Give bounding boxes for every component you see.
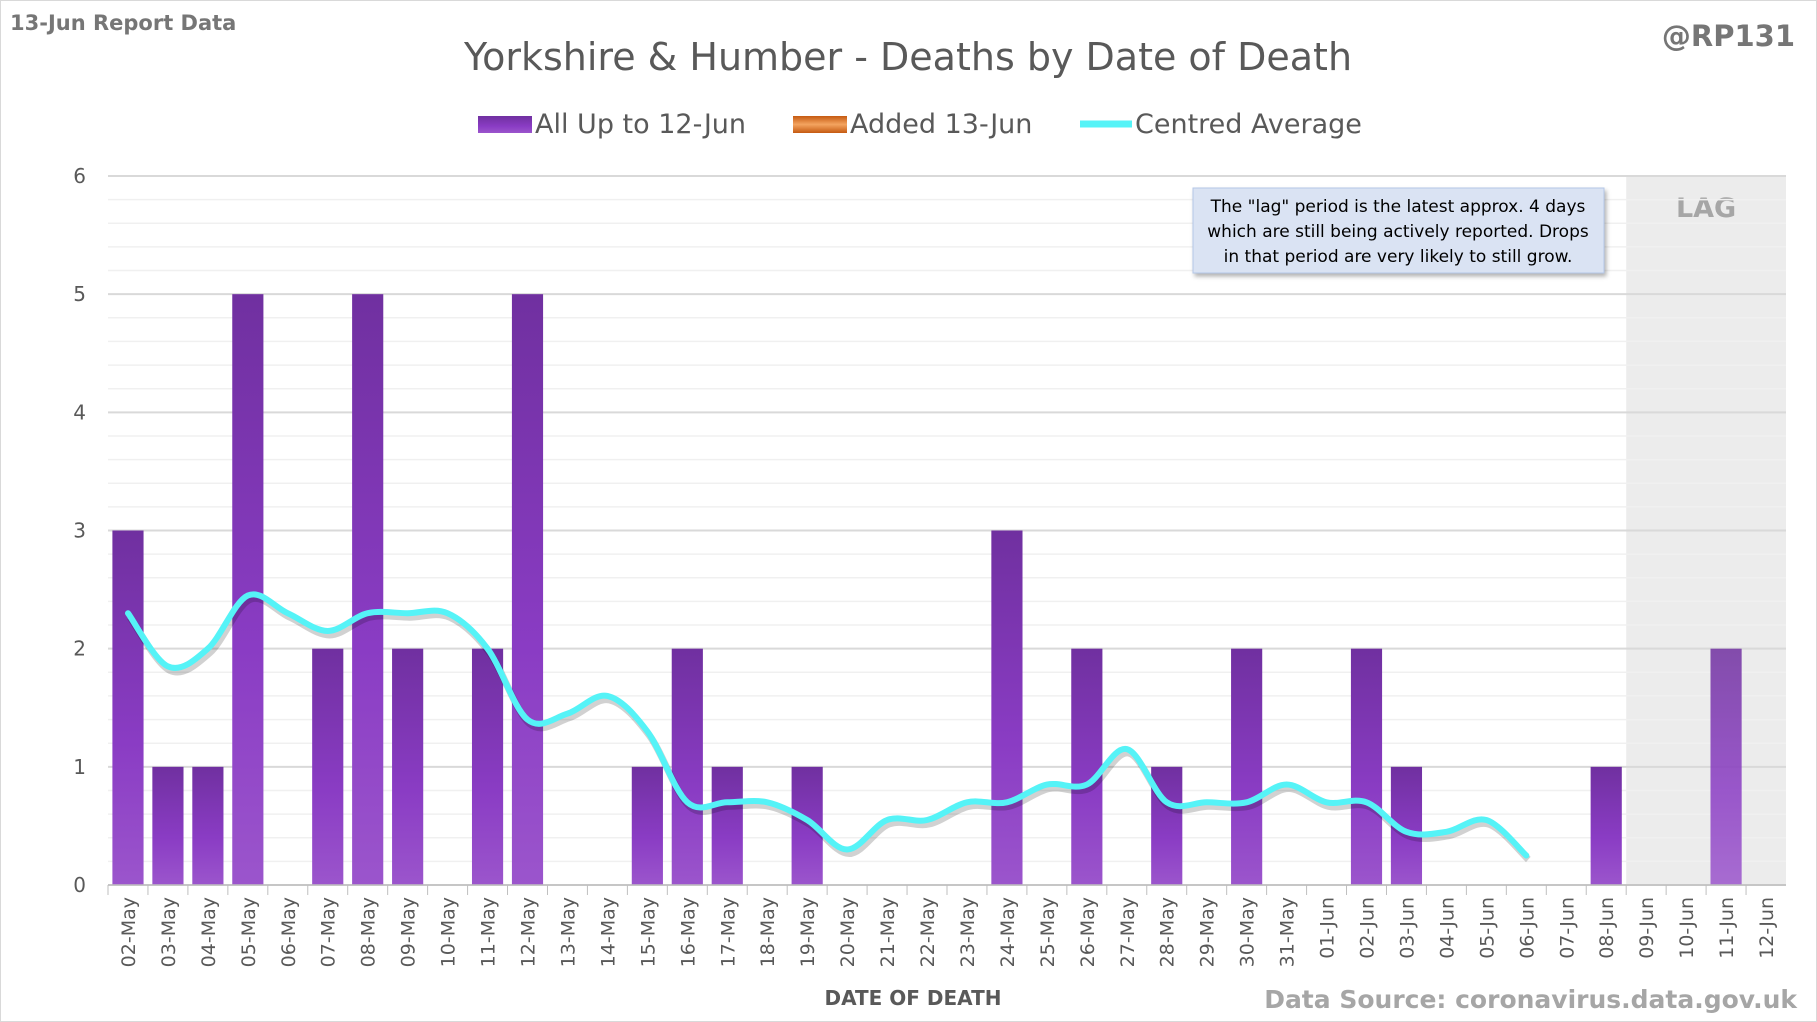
bar-08-May xyxy=(352,294,384,886)
y-tick-label: 1 xyxy=(73,755,86,779)
bar-30-May xyxy=(1231,648,1263,885)
x-tick-label: 03-May xyxy=(158,897,180,967)
y-tick-label: 0 xyxy=(73,873,86,897)
legend-label-added: Added 13-Jun xyxy=(850,109,1032,140)
x-tick-label: 29-May xyxy=(1197,897,1219,967)
x-tick-label: 24-May xyxy=(997,897,1019,967)
bar-04-May xyxy=(192,766,224,885)
bar-15-May xyxy=(631,766,663,885)
y-tick-label: 6 xyxy=(73,164,86,188)
y-tick-label: 3 xyxy=(73,519,86,543)
x-tick-label: 08-Jun xyxy=(1596,897,1618,959)
chart-title: Yorkshire & Humber - Deaths by Date of D… xyxy=(463,35,1352,79)
bar-11-Jun xyxy=(1710,648,1742,885)
x-tick-label: 19-May xyxy=(797,897,819,967)
y-tick-label: 5 xyxy=(73,282,86,306)
author-handle: @RP131 xyxy=(1662,19,1795,53)
bar-26-May xyxy=(1071,648,1103,885)
annotation-box xyxy=(1192,187,1605,274)
x-tick-label: 07-May xyxy=(318,897,340,967)
annotation-line-2: which are still being actively reported.… xyxy=(1207,222,1589,242)
x-tick-label: 04-Jun xyxy=(1436,897,1458,959)
x-tick-label: 05-Jun xyxy=(1476,897,1498,959)
bar-03-May xyxy=(152,766,184,885)
x-tick-label: 07-Jun xyxy=(1556,897,1578,959)
bar-17-May xyxy=(711,766,743,885)
annotation-line-3: in that period are very likely to still … xyxy=(1224,247,1573,267)
bar-02-Jun xyxy=(1350,648,1383,885)
x-tick-label: 15-May xyxy=(637,897,659,967)
bar-16-May xyxy=(671,648,703,885)
x-tick-label: 27-May xyxy=(1117,897,1139,967)
x-tick-label: 26-May xyxy=(1077,897,1099,967)
bar-08-Jun xyxy=(1590,766,1622,885)
x-tick-label: 11-Jun xyxy=(1716,897,1738,959)
x-tick-label: 18-May xyxy=(757,897,779,967)
lag-annotation xyxy=(1192,187,1605,274)
legend: All Up to 12-Jun Added 13-Jun Centred Av… xyxy=(478,109,1362,140)
bar-11-May xyxy=(471,648,504,885)
x-axis-title: DATE OF DEATH xyxy=(825,986,1002,1010)
x-tick-label: 11-May xyxy=(478,897,500,967)
x-tick-label: 31-May xyxy=(1277,897,1299,967)
x-tick-label: 05-May xyxy=(238,897,260,967)
x-tick-label: 30-May xyxy=(1237,897,1259,967)
bar-12-May xyxy=(511,294,544,886)
x-tick-label: 10-May xyxy=(438,897,460,967)
bar-24-May xyxy=(991,530,1023,885)
data-source: Data Source: coronavirus.data.gov.uk xyxy=(1264,985,1798,1014)
y-tick-label: 2 xyxy=(73,637,86,661)
legend-swatch-added xyxy=(793,116,847,133)
x-tick-label: 09-May xyxy=(398,897,420,967)
annotation-line-1: The "lag" period is the latest approx. 4… xyxy=(1210,197,1586,217)
x-tick-label: 23-May xyxy=(957,897,979,967)
bar-07-May xyxy=(312,648,344,885)
x-tick-label: 12-May xyxy=(518,897,540,967)
x-tick-label: 22-May xyxy=(917,897,939,967)
x-tick-label: 10-Jun xyxy=(1676,897,1698,959)
x-tick-label: 13-May xyxy=(557,897,579,967)
centred-average-line xyxy=(124,591,1530,859)
x-tick-label: 16-May xyxy=(677,897,699,967)
x-tick-label: 03-Jun xyxy=(1396,897,1418,959)
x-tick-label: 08-May xyxy=(358,897,380,967)
legend-label-all: All Up to 12-Jun xyxy=(535,109,746,140)
legend-swatch-all xyxy=(478,116,532,133)
bar-09-May xyxy=(392,648,424,885)
x-tick-label: 06-Jun xyxy=(1516,897,1538,959)
legend-label-average: Centred Average xyxy=(1135,109,1362,140)
x-tick-label: 04-May xyxy=(198,897,220,967)
x-tick-label: 09-Jun xyxy=(1636,897,1658,959)
x-tick-label: 02-May xyxy=(118,897,140,967)
bar-02-May xyxy=(112,530,144,885)
bar-05-May xyxy=(232,294,264,886)
x-tick-label: 02-Jun xyxy=(1357,897,1379,959)
report-date-label: 13-Jun Report Data xyxy=(10,11,236,35)
x-tick-label: 06-May xyxy=(278,897,300,967)
y-tick-label: 4 xyxy=(73,400,86,424)
x-tick-label: 25-May xyxy=(1037,897,1059,967)
x-tick-label: 14-May xyxy=(597,897,619,967)
x-tick-label: 21-May xyxy=(877,897,899,967)
lag-label: LAG xyxy=(1676,193,1736,224)
x-tick-label: 20-May xyxy=(837,897,859,967)
x-tick-label: 01-Jun xyxy=(1317,897,1339,959)
x-tick-label: 28-May xyxy=(1157,897,1179,967)
x-tick-label: 12-Jun xyxy=(1756,897,1778,959)
x-tick-label: 17-May xyxy=(717,897,739,967)
